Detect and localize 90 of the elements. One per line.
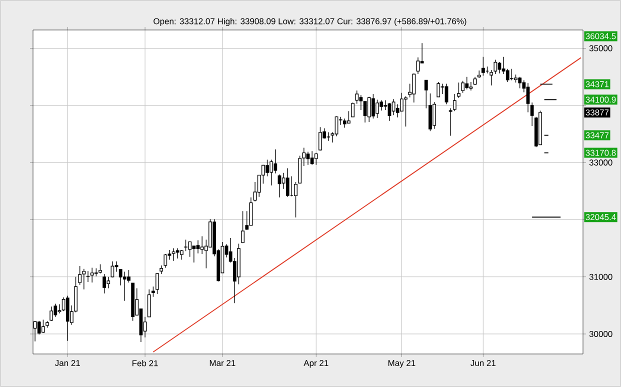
x-tick-label: May 21 xyxy=(388,360,416,368)
candlestick xyxy=(151,286,155,298)
candlestick xyxy=(318,126,322,151)
candlestick xyxy=(400,92,404,112)
x-tick-label: Feb 21 xyxy=(132,360,158,366)
candlestick xyxy=(404,96,408,127)
candlestick xyxy=(42,319,45,334)
text: 34371 xyxy=(586,81,609,88)
text: 33477 xyxy=(586,132,609,138)
candlestick xyxy=(334,116,338,137)
candlestick xyxy=(444,83,448,105)
candlestick xyxy=(530,102,534,126)
candlestick xyxy=(376,99,379,118)
candlestick xyxy=(351,102,355,118)
candlestick xyxy=(363,101,367,123)
candlestick xyxy=(498,62,502,74)
candlestick xyxy=(192,246,196,263)
y-tick-label: 35000 xyxy=(589,45,612,52)
y-tick-label: 31000 xyxy=(589,274,612,280)
chart-title: Open: 33312.07 High: 33908.09 Low: 33312.07 Cur: 33876.97 (+586.89/+01.76%) xyxy=(154,18,466,26)
candlestick xyxy=(106,276,110,289)
candlestick xyxy=(392,98,396,116)
candlestick xyxy=(510,68,514,81)
x-tick-label: Mar 21 xyxy=(210,360,236,366)
candlestick xyxy=(347,110,350,124)
candlestick xyxy=(184,239,188,252)
x-tick-label: Apr 21 xyxy=(304,360,328,368)
candlestick xyxy=(50,306,54,322)
candlestick xyxy=(249,197,253,226)
candlestick xyxy=(147,289,151,318)
candlestick xyxy=(452,94,456,112)
candlestick xyxy=(164,254,168,268)
candlestick xyxy=(412,73,416,103)
text: 36034.5 xyxy=(586,33,616,40)
candlestick xyxy=(518,76,522,89)
candlestick xyxy=(416,57,420,74)
candlestick xyxy=(176,248,180,259)
candlestick xyxy=(127,270,130,283)
candlestick xyxy=(461,80,465,94)
candlestick xyxy=(481,56,485,76)
x-tick-label: Jun 21 xyxy=(470,360,496,366)
legend-label: 32045.4 xyxy=(586,214,616,220)
candlestick xyxy=(102,274,106,294)
candlestick xyxy=(457,82,460,98)
candlestick xyxy=(172,248,176,262)
candlestick xyxy=(118,269,122,286)
candlestick xyxy=(380,100,384,111)
candlestick xyxy=(122,271,126,302)
candlestick xyxy=(54,303,58,318)
candlestick xyxy=(66,295,70,342)
candlestick xyxy=(490,70,494,86)
candlestick xyxy=(78,266,82,286)
candlestick xyxy=(37,320,41,335)
candlestick xyxy=(355,90,359,104)
candlestick xyxy=(428,93,432,132)
candlestick xyxy=(274,149,278,174)
candlestick xyxy=(448,108,452,136)
candlestick xyxy=(286,168,290,198)
candlestick xyxy=(371,94,375,119)
candlestick xyxy=(270,159,274,186)
text: 33170.8 xyxy=(586,150,616,156)
candlestick xyxy=(506,68,510,82)
candlestick xyxy=(156,273,159,294)
candlestick xyxy=(367,96,371,122)
legend-label: 34100.9 xyxy=(586,96,616,103)
candlestick xyxy=(180,250,184,260)
candlestick xyxy=(465,76,469,90)
candlestick xyxy=(90,267,94,283)
y-tick-label: 30000 xyxy=(589,330,612,337)
candlestick xyxy=(306,151,310,166)
candlestick xyxy=(424,80,428,109)
candlestick xyxy=(188,241,192,258)
candlestick xyxy=(196,240,200,254)
candlestick xyxy=(294,182,298,218)
candlestick xyxy=(241,210,245,244)
candlestick xyxy=(436,82,440,98)
candlestick xyxy=(200,236,204,254)
candlestick xyxy=(82,268,86,290)
x-tick-label: Jan 21 xyxy=(55,360,80,366)
candlestick xyxy=(469,82,473,91)
candlestick xyxy=(494,59,498,74)
candlestick xyxy=(314,152,318,166)
candlestick xyxy=(110,261,114,278)
y-tick-label: 33000 xyxy=(589,160,612,166)
candlestick xyxy=(98,264,102,274)
candlestick xyxy=(266,159,269,177)
candlestick xyxy=(342,118,346,128)
candlestick xyxy=(432,102,436,130)
candlestick xyxy=(310,150,314,166)
annotation: 33877 xyxy=(586,109,609,116)
